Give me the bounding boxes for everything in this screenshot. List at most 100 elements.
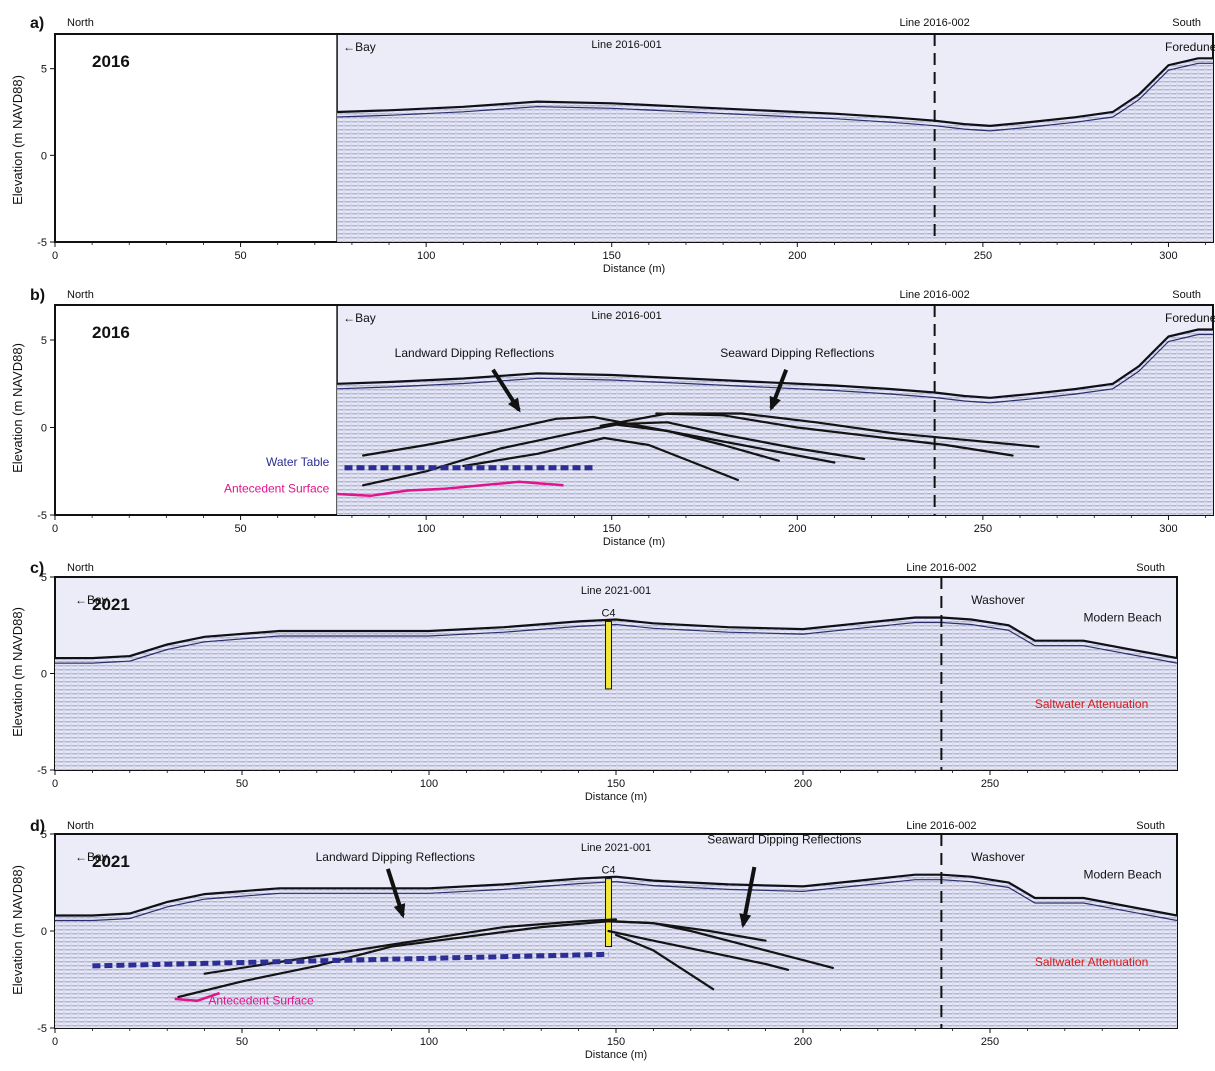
crossing-line-label: Line 2016-002 bbox=[906, 820, 976, 832]
surface-echo bbox=[337, 62, 1213, 132]
water-table-label: Water Table bbox=[266, 455, 330, 469]
x-tick-label: 50 bbox=[236, 778, 248, 790]
ground-surface bbox=[55, 873, 1178, 917]
bay-label: ←Bay bbox=[343, 40, 376, 54]
reflector-line bbox=[610, 422, 780, 462]
surface-echo bbox=[55, 879, 1178, 922]
arrow-head bbox=[393, 903, 406, 919]
x-tick-label: 200 bbox=[788, 523, 806, 535]
x-tick-label: 100 bbox=[420, 1036, 438, 1048]
line-name: Line 2021-001 bbox=[581, 842, 651, 854]
bay-label: ←Bay bbox=[75, 593, 108, 607]
north-label: North bbox=[67, 562, 94, 574]
x-tick-label: 250 bbox=[974, 523, 992, 535]
reflector-line bbox=[177, 920, 767, 999]
panel-d: Line 2016-002 d) North South 2021 Line 2021-0… bbox=[10, 818, 1178, 1061]
antecedent-surface-line bbox=[337, 480, 564, 498]
no-data-area bbox=[56, 306, 338, 514]
south-label: South bbox=[1172, 17, 1201, 29]
saltwater-label: Saltwater Attenuation bbox=[1035, 955, 1148, 969]
line-name: Line 2021-001 bbox=[581, 585, 651, 597]
reflector-line bbox=[655, 412, 1014, 457]
arrow-head bbox=[507, 397, 521, 413]
surface-echo bbox=[55, 621, 1178, 664]
x-tick-label: 100 bbox=[417, 250, 435, 262]
line-name: Line 2016-001 bbox=[591, 310, 661, 322]
x-tick-label: 0 bbox=[52, 523, 58, 535]
reflector-line bbox=[614, 920, 834, 969]
y-tick-label: -5 bbox=[37, 510, 47, 522]
y-tick-label: 0 bbox=[41, 150, 47, 162]
north-label: North bbox=[67, 17, 94, 29]
core-c4 bbox=[605, 878, 613, 948]
reflector-line bbox=[462, 436, 739, 482]
line-name: Line 2016-001 bbox=[591, 39, 661, 51]
x-tick-label: 150 bbox=[603, 523, 621, 535]
panel-a: Line 2016-002 a) North South 2016 Line 2016-0… bbox=[10, 15, 1215, 275]
south-label: South bbox=[1136, 820, 1165, 832]
y-tick-label: -5 bbox=[37, 765, 47, 777]
y-tick-label: 0 bbox=[41, 669, 47, 681]
seaward-label: Seaward Dipping Reflections bbox=[707, 833, 861, 847]
arrow-head bbox=[769, 395, 781, 412]
x-axis-label: Distance (m) bbox=[585, 1049, 647, 1061]
y-axis-label: Elevation (m NAVD88) bbox=[10, 343, 25, 473]
x-axis-label: Distance (m) bbox=[585, 791, 647, 803]
x-tick-label: 150 bbox=[607, 778, 625, 790]
y-tick-label: 5 bbox=[41, 335, 47, 347]
panel-label: c) bbox=[30, 560, 44, 577]
y-tick-label: 0 bbox=[41, 926, 47, 938]
washover-label: Washover bbox=[971, 593, 1025, 607]
x-tick-label: 50 bbox=[234, 523, 246, 535]
foredune-label: Foredune bbox=[1165, 311, 1215, 325]
x-tick-label: 50 bbox=[234, 250, 246, 262]
crossing-line-label: Line 2016-002 bbox=[906, 562, 976, 574]
y-tick-label: 0 bbox=[41, 423, 47, 435]
north-label: North bbox=[67, 289, 94, 301]
core-label: C4 bbox=[601, 607, 615, 619]
year-label: 2021 bbox=[92, 852, 130, 871]
crossing-line-label: Line 2016-002 bbox=[899, 289, 969, 301]
foredune-label: Foredune bbox=[1165, 40, 1215, 54]
seaward-label: Seaward Dipping Reflections bbox=[720, 346, 874, 360]
bay-label: ←Bay bbox=[343, 311, 376, 325]
x-tick-label: 150 bbox=[607, 1036, 625, 1048]
arrow-head bbox=[739, 913, 752, 929]
radargram-fill bbox=[337, 58, 1214, 242]
reflector-line bbox=[607, 929, 790, 971]
x-tick-label: 150 bbox=[603, 250, 621, 262]
x-tick-label: 200 bbox=[788, 250, 806, 262]
y-tick-label: 5 bbox=[41, 572, 47, 584]
saltwater-label: Saltwater Attenuation bbox=[1035, 697, 1148, 711]
x-tick-label: 200 bbox=[794, 778, 812, 790]
antecedent-surface-line bbox=[174, 991, 221, 1003]
x-tick-label: 300 bbox=[1159, 523, 1177, 535]
year-label: 2016 bbox=[92, 323, 130, 342]
y-tick-label: -5 bbox=[37, 1023, 47, 1035]
modern-beach-label: Modern Beach bbox=[1084, 868, 1162, 882]
surface-echo bbox=[337, 333, 1213, 404]
crossing-line-label: Line 2016-002 bbox=[899, 17, 969, 29]
modern-beach-label: Modern Beach bbox=[1084, 610, 1162, 624]
x-tick-label: 0 bbox=[52, 778, 58, 790]
x-tick-label: 250 bbox=[981, 778, 999, 790]
south-label: South bbox=[1136, 562, 1165, 574]
panel-label: a) bbox=[30, 15, 44, 32]
core-c4 bbox=[605, 620, 613, 690]
y-axis-label: Elevation (m NAVD88) bbox=[10, 865, 25, 995]
reflector-line bbox=[614, 933, 715, 991]
x-axis-label: Distance (m) bbox=[603, 263, 665, 275]
panel-label: b) bbox=[30, 287, 45, 304]
landward-label: Landward Dipping Reflections bbox=[316, 850, 475, 864]
reflector-line bbox=[362, 415, 836, 464]
x-tick-label: 100 bbox=[417, 523, 435, 535]
x-tick-label: 300 bbox=[1159, 250, 1177, 262]
year-label: 2016 bbox=[92, 52, 130, 71]
core-label: C4 bbox=[601, 865, 615, 877]
y-tick-label: 5 bbox=[41, 829, 47, 841]
x-tick-label: 50 bbox=[236, 1036, 248, 1048]
radargram-fill bbox=[55, 617, 1177, 770]
washover-label: Washover bbox=[971, 850, 1025, 864]
y-tick-label: 5 bbox=[41, 64, 47, 76]
